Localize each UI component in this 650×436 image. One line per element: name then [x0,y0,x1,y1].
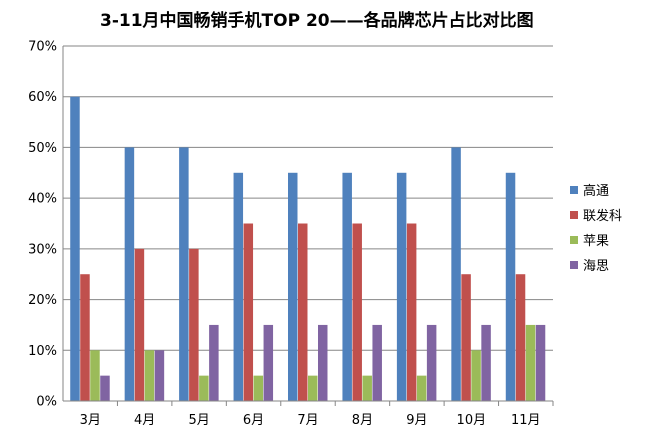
bar-联发科-9月 [406,223,417,401]
legend-label-海思: 海思 [583,259,609,274]
bar-海思-4月 [154,350,165,401]
x-tick-label: 8月 [352,413,373,428]
x-tick-label: 7月 [297,413,318,428]
y-tick-label: 10% [28,344,57,359]
bar-联发科-5月 [189,248,199,401]
bar-海思-9月 [426,324,437,401]
y-tick-label: 0% [36,395,57,410]
bars-group [70,96,546,401]
bar-高通-10月 [451,147,461,401]
legend-swatch-联发科 [570,211,578,219]
y-tick-label: 30% [28,242,57,257]
legend-label-苹果: 苹果 [583,234,609,249]
bar-联发科-10月 [461,274,471,401]
y-tick-label: 20% [28,293,57,308]
bar-苹果-11月 [525,324,536,401]
x-tick-label: 3月 [80,413,101,428]
chart-title: 3-11月中国畅销手机TOP 20——各品牌芯片占比对比图 [100,10,534,31]
bar-联发科-7月 [298,223,308,401]
bar-苹果-9月 [416,375,427,401]
bar-高通-5月 [179,147,189,401]
legend-label-联发科: 联发科 [583,208,622,224]
x-tick-label: 11月 [511,413,541,428]
y-tick-label: 70% [28,40,57,55]
bar-苹果-3月 [90,350,100,401]
bar-海思-10月 [481,324,491,401]
x-tick-label: 9月 [406,413,427,428]
bar-苹果-7月 [308,375,318,401]
x-tick-label: 4月 [134,413,155,428]
legend-swatch-苹果 [570,236,578,244]
bar-高通-11月 [505,172,516,401]
bar-海思-11月 [535,324,546,401]
bar-联发科-11月 [515,274,526,401]
y-tick-label: 50% [28,141,57,156]
legend-label-高通: 高通 [583,183,609,199]
bar-高通-7月 [288,172,298,401]
bar-高通-3月 [70,96,80,401]
legend-swatch-海思 [570,261,578,269]
legend-swatch-高通 [570,186,578,194]
bar-苹果-10月 [471,350,481,401]
bar-苹果-8月 [362,375,372,401]
bar-高通-4月 [124,147,135,401]
bar-联发科-6月 [243,223,254,401]
bar-海思-3月 [100,375,110,401]
bar-高通-8月 [342,172,352,401]
x-tick-label: 6月 [243,413,264,428]
bar-高通-9月 [396,172,407,401]
grid-lines [63,45,553,351]
x-tick-label: 5月 [188,413,209,428]
axes: 0% 10% 20% 30% 40% 50% 60% 70% 3月 4月 5月 6月 7月 8月 9月 10月… [28,40,554,428]
bar-高通-6月 [233,172,244,401]
bar-联发科-3月 [80,274,90,401]
bar-海思-5月 [209,324,219,401]
x-tick-label: 10月 [457,413,487,428]
bar-海思-8月 [372,324,382,401]
y-tick-label: 60% [28,90,57,105]
bar-苹果-4月 [144,350,155,401]
bar-苹果-5月 [199,375,209,401]
bar-联发科-8月 [352,223,362,401]
y-tick-label: 40% [28,192,57,207]
bar-联发科-4月 [134,248,145,401]
bar-苹果-6月 [253,375,264,401]
bar-海思-7月 [318,324,328,401]
bar-海思-6月 [263,324,274,401]
